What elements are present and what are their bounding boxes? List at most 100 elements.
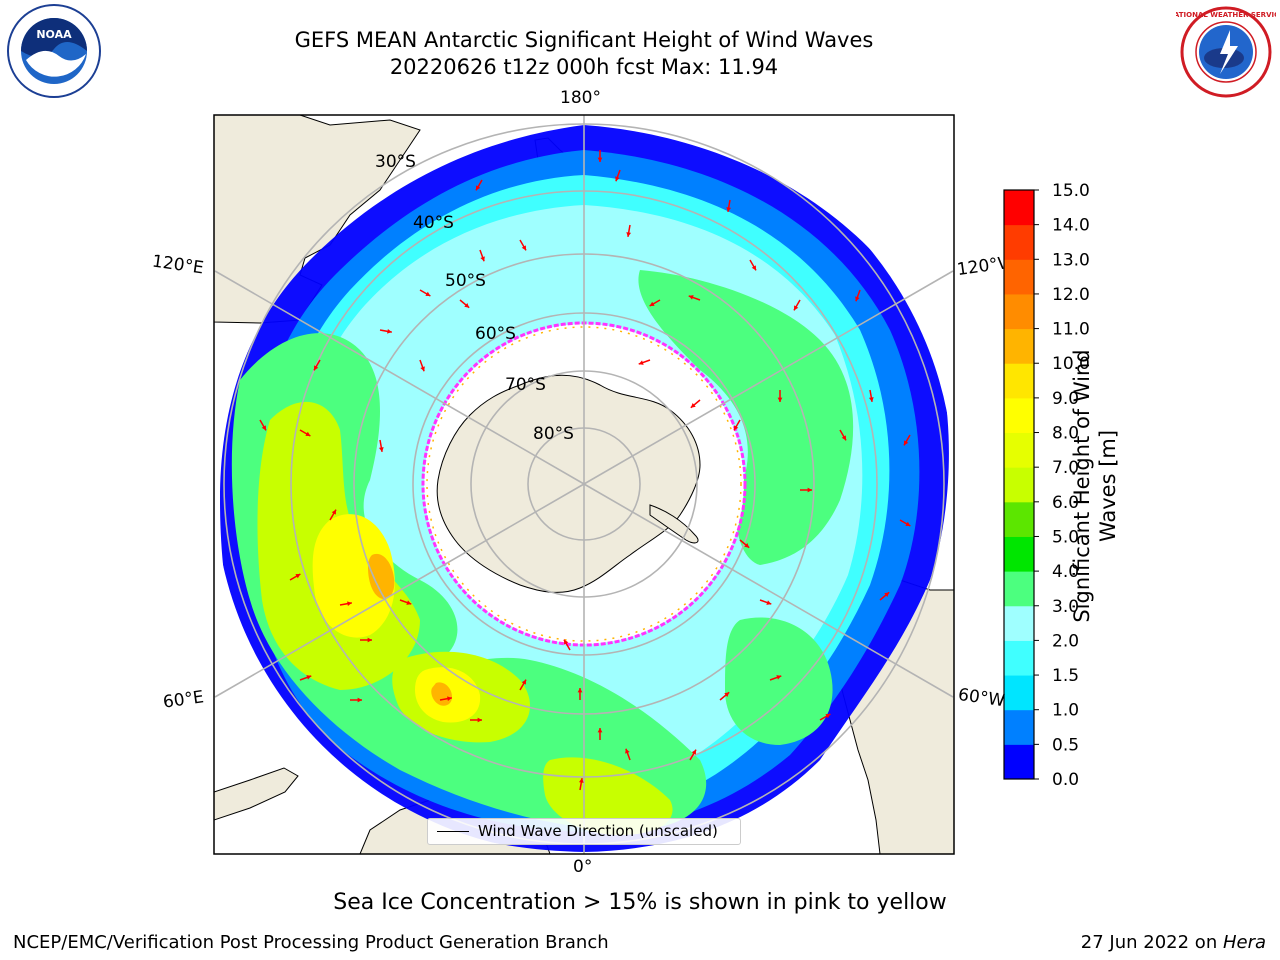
- meridian-60e: [214, 483, 585, 698]
- colorbar-swatch: [1004, 293, 1034, 330]
- wave-direction-arrowhead: [625, 748, 630, 754]
- sea-ice-note: Sea Ice Concentration > 15% is shown in …: [333, 890, 947, 915]
- colorbar: 0.0 0.5 1.0 1.5 2.0 3.0 4.0 5.0 6.0 7.0 8.0 9.0 10.0…: [1003, 181, 1090, 790]
- lat-label-60s: 60°S: [475, 324, 516, 344]
- colorbar-label-line2: Waves [m]: [1096, 429, 1120, 543]
- colorbar-swatch: [1004, 467, 1034, 503]
- legend-line-swatch: [437, 831, 469, 832]
- colorbar-tick-label: 3.0: [1052, 597, 1079, 617]
- lon-label-180: 180°: [560, 88, 601, 108]
- colorbar-tick-label: 6.0: [1052, 493, 1079, 513]
- wave-direction-arrowhead: [331, 509, 336, 515]
- wave-direction-arrowhead: [314, 365, 319, 371]
- colorbar-swatch: [1004, 432, 1034, 468]
- wave-direction-arrowhead: [357, 697, 362, 703]
- wave-direction-arrowhead: [476, 185, 481, 191]
- wave-direction-arrowhead: [744, 543, 750, 548]
- wave-direction-arrowhead: [464, 303, 470, 308]
- lat-label-30s: 30°S: [375, 152, 416, 172]
- wave-direction-arrowhead: [420, 366, 425, 372]
- colorbar-swatch: [1004, 640, 1034, 676]
- map-subtitle: 20220626 t12z 000h fcst Max: 11.94: [389, 55, 779, 79]
- wave-direction-arrowhead: [688, 295, 694, 300]
- wave-direction-arrowhead: [807, 487, 812, 493]
- colorbar-tick-label: 1.0: [1052, 701, 1079, 721]
- wave-band-7b: [431, 682, 452, 706]
- map-area: [214, 115, 954, 854]
- producer-footer: NCEP/EMC/Verification Post Processing Pr…: [13, 932, 609, 953]
- wind-wave-arrows: [259, 150, 911, 791]
- wave-direction-arrowhead: [691, 749, 696, 755]
- colorbar-label: Significant Height of Wind Waves [m]: [1069, 349, 1121, 622]
- wave-direction-arrowhead: [825, 714, 831, 719]
- wave-direction-arrowhead: [777, 397, 783, 402]
- map-title: GEFS MEAN Antarctic Significant Height o…: [294, 28, 874, 52]
- wave-direction-arrowhead: [378, 447, 384, 452]
- date-footer: 27 Jun 2022 on Hera: [1081, 932, 1266, 953]
- wave-band-4: [231, 333, 707, 830]
- colorbar-swatch: [1004, 571, 1034, 607]
- wave-direction-arrowhead: [578, 778, 584, 783]
- wave-direction-arrowhead: [776, 675, 782, 680]
- colorbar-swatch: [1004, 328, 1034, 364]
- nws-logo-text: NATIONAL WEATHER SERVICE: [1176, 11, 1276, 19]
- colorbar-frame: [1003, 189, 1035, 780]
- wave-direction-arrowhead: [564, 639, 569, 645]
- wave-direction-arrowhead: [649, 301, 655, 306]
- colorbar-tick-label: 10.0: [1052, 354, 1090, 374]
- lat-label-50s: 50°S: [445, 271, 486, 291]
- colorbar-swatch: [1004, 536, 1034, 572]
- wave-direction-arrowhead: [638, 360, 644, 365]
- colorbar-tick-label: 7.0: [1052, 458, 1079, 478]
- wave-direction-arrowhead: [306, 675, 312, 680]
- colorbar-label-line1: Significant Height of Wind: [1070, 349, 1094, 623]
- wave-direction-arrowhead: [367, 637, 372, 643]
- wave-band-4c: [725, 617, 833, 745]
- wave-band-4b: [638, 270, 854, 565]
- sea-ice-edge-inner: [426, 326, 742, 642]
- wave-direction-arrowhead: [521, 679, 526, 685]
- wave-direction-arrowhead: [751, 265, 756, 271]
- wave-direction-arrowhead: [261, 425, 266, 431]
- lat-label-80s: 80°S: [533, 424, 574, 444]
- wave-direction-arrowhead: [597, 728, 603, 733]
- colorbar-swatch: [1004, 744, 1034, 780]
- graticule: [214, 115, 954, 854]
- colorbar-swatch: [1004, 190, 1034, 226]
- colorbar-tick-label: 8.0: [1052, 424, 1079, 444]
- colorbar-tick-label: 4.0: [1052, 562, 1079, 582]
- map-legend: Wind Wave Direction (unscaled): [427, 818, 741, 845]
- antarctica-land: [436, 374, 701, 593]
- wave-direction-arrowhead: [295, 574, 301, 579]
- wave-direction-arrowhead: [480, 256, 485, 262]
- colorbar-swatch: [1004, 501, 1034, 537]
- host-text: Hera: [1222, 932, 1266, 953]
- lat-label-40s: 40°S: [413, 213, 454, 233]
- wave-direction-arrowhead: [726, 207, 732, 212]
- colorbar-tick-label: 14.0: [1052, 216, 1090, 236]
- wave-direction-arrowhead: [615, 176, 620, 182]
- colorbar-swatch: [1004, 224, 1034, 260]
- colorbar-tick-label: 1.5: [1052, 666, 1079, 686]
- colorbar-swatch: [1004, 259, 1034, 295]
- colorbar-tick-label: 12.0: [1052, 285, 1090, 305]
- wave-direction-arrowhead: [477, 717, 482, 723]
- colorbar-tick-label: 0.5: [1052, 735, 1079, 755]
- wave-direction-arrowhead: [387, 328, 392, 334]
- wave-direction-arrowhead: [347, 601, 352, 607]
- wave-direction-arrowhead: [794, 305, 799, 311]
- colorbar-swatch: [1004, 397, 1034, 434]
- colorbar-tick-label: 9.0: [1052, 389, 1079, 409]
- noaa-logo-text: NOAA: [36, 28, 72, 41]
- colorbar-tick-label: 5.0: [1052, 527, 1079, 547]
- colorbar-tick-label: 13.0: [1052, 250, 1090, 270]
- wave-direction-arrowhead: [734, 425, 739, 431]
- colorbar-tick-label: 2.0: [1052, 631, 1079, 651]
- meridian-120e: [214, 270, 585, 485]
- lon-label-0: 0°: [573, 857, 593, 877]
- noaa-logo: NOAA: [7, 4, 101, 98]
- colorbar-swatch: [1004, 675, 1034, 711]
- lat-label-70s: 70°S: [505, 375, 546, 395]
- wave-direction-arrowhead: [868, 397, 874, 402]
